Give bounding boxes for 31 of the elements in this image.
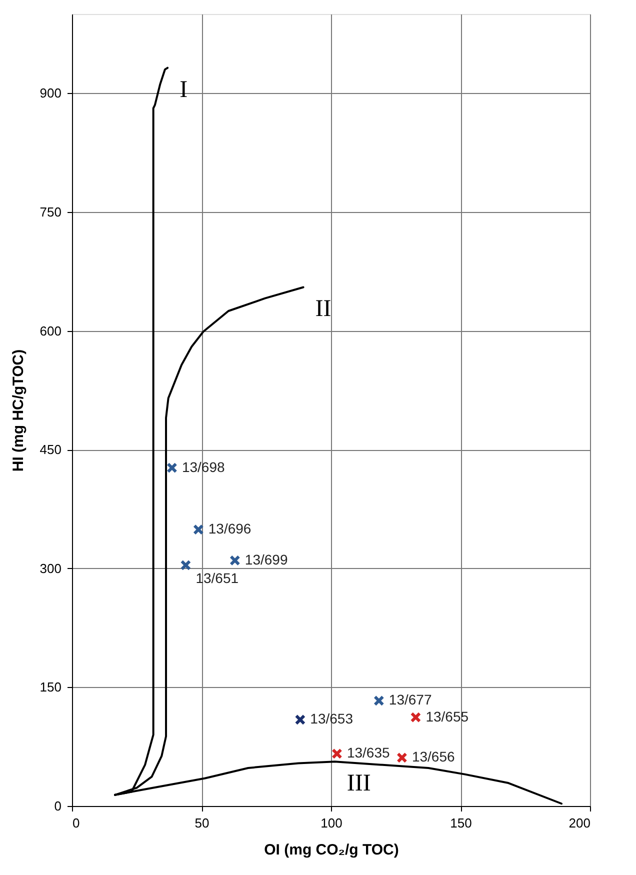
x-tick-label: 200 [568,816,590,830]
annotation: 13/635 [346,744,390,761]
point [294,714,306,726]
y-tick-label: 450 [40,442,62,458]
y-tick-label: 900 [40,86,62,101]
y-tick-label: 150 [40,680,62,695]
point [332,748,342,760]
point [166,462,178,474]
point [180,560,192,571]
point [230,555,240,566]
y-tick-label: 750 [40,204,62,220]
y-tick-label: 600 [40,323,62,338]
x-tick-label: 50 [194,816,210,830]
annotation: 13/677 [388,692,432,708]
annotation: 13/656 [412,748,455,765]
point [396,752,408,764]
y-tick-label: 300 [40,560,62,576]
x-axis-title: OI (mg CO₂/g TOC) [264,842,399,858]
series-label: II [315,296,332,322]
series-label: III [346,770,371,797]
point [374,695,384,706]
y-tick-label: 0 [54,798,62,814]
annotation: 13/696 [208,520,252,537]
annotation: 13/699 [244,551,288,568]
x-tick-label: 150 [450,816,472,830]
point [410,712,422,723]
point [193,524,204,535]
series-label: I [180,76,188,103]
x-tick-label: 100 [320,816,342,830]
y-axis-title: HI (mg HC/gTOC) [10,349,27,472]
x-tick-label: 0 [72,816,80,830]
